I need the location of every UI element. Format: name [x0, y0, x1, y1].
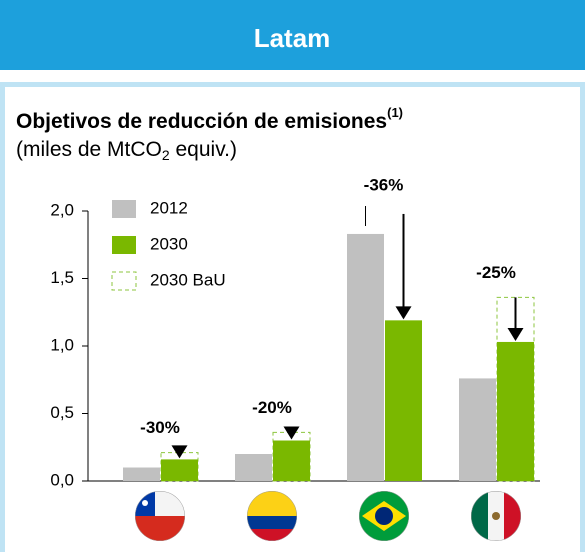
y-tick-label: 2,0 — [50, 200, 74, 219]
title-note: (1) — [387, 105, 403, 120]
bar-2012 — [235, 454, 272, 481]
title-text: Objetivos de reducción de emisiones — [16, 110, 387, 133]
annotation: -25% — [476, 263, 516, 282]
flag — [359, 491, 409, 541]
header-title: Latam — [254, 23, 331, 53]
arrow-head — [395, 306, 412, 320]
annotation: -36% — [364, 175, 404, 194]
bar-2012 — [459, 378, 496, 481]
bar-2030 — [273, 440, 310, 481]
y-tick-label: 1,5 — [50, 268, 74, 287]
legend-swatch — [112, 236, 136, 254]
bar-2030 — [161, 459, 198, 481]
legend-label: 2030 BaU — [150, 270, 226, 289]
arrow-head — [507, 327, 524, 341]
chart-title: Objetivos de reducción de emisiones(1) — [16, 105, 403, 132]
annotation: -20% — [252, 398, 292, 417]
flag-part — [375, 507, 393, 525]
flag — [471, 491, 521, 541]
bar-2030 — [385, 320, 422, 481]
subtitle-text: equiv.) — [170, 138, 237, 161]
y-tick-label: 0,0 — [50, 470, 74, 489]
bar-2030 — [497, 341, 534, 481]
annotation: -30% — [140, 418, 180, 437]
flag-part — [247, 516, 297, 529]
legend-label: 2012 — [150, 198, 188, 217]
flag-part — [492, 512, 500, 520]
flag — [135, 491, 185, 541]
flag-part — [471, 491, 488, 541]
arrow-head — [171, 445, 188, 459]
chart-subtitle: (miles de MtCO2 equiv.) — [16, 138, 237, 163]
subtitle-sub: 2 — [162, 147, 170, 163]
y-tick-label: 0,5 — [50, 403, 74, 422]
bar-2012 — [347, 233, 384, 481]
legend-swatch — [112, 200, 136, 218]
y-tick-label: 1,0 — [50, 335, 74, 354]
flag-part — [504, 491, 521, 541]
header-bar — [0, 0, 585, 70]
flag — [247, 491, 297, 541]
subtitle-text: (miles de MtCO — [16, 138, 162, 161]
legend-label: 2030 — [150, 234, 188, 253]
arrow-head — [283, 426, 300, 440]
bar-2012 — [123, 467, 160, 481]
flag-part — [142, 500, 148, 506]
